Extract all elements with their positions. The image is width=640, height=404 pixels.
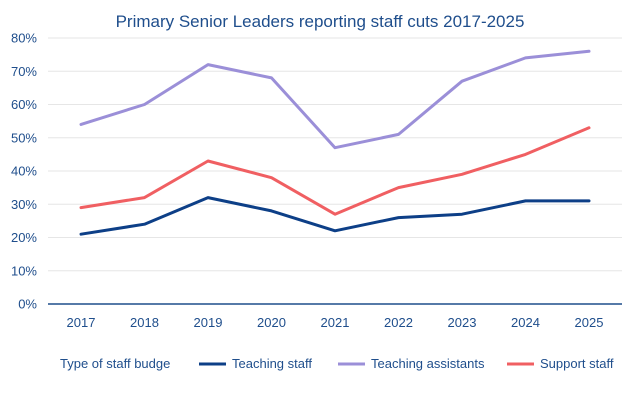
x-tick-label: 2021 bbox=[321, 315, 350, 330]
y-tick-label: 10% bbox=[11, 263, 37, 278]
x-tick-label: 2023 bbox=[448, 315, 477, 330]
x-tick-label: 2019 bbox=[194, 315, 223, 330]
series-line-support-staff bbox=[79, 126, 591, 216]
x-tick-label: 2018 bbox=[130, 315, 159, 330]
gridlines bbox=[48, 37, 622, 272]
axes: 0% 10% 20% 30% 40% 50% 60% 70% 80% 2017 2018 2019 20… bbox=[11, 31, 622, 330]
legend-title: Type of staff budge bbox=[60, 356, 170, 371]
legend-label-support-staff: Support staff bbox=[540, 356, 614, 371]
x-tick-label: 2017 bbox=[67, 315, 96, 330]
legend: Type of staff budge Teaching staff Teachi… bbox=[60, 356, 614, 371]
y-tick-label: 30% bbox=[11, 197, 37, 212]
x-tick-label: 2020 bbox=[257, 315, 286, 330]
x-tick-label: 2024 bbox=[511, 315, 540, 330]
y-tick-label: 0% bbox=[18, 297, 37, 312]
series-lines bbox=[79, 49, 591, 236]
y-tick-label: 60% bbox=[11, 97, 37, 112]
series-line-teaching-assistants bbox=[79, 49, 591, 150]
y-tick-label: 80% bbox=[11, 31, 37, 46]
y-tick-label: 50% bbox=[11, 130, 37, 145]
legend-label-teaching-staff: Teaching staff bbox=[232, 356, 312, 371]
x-tick-label: 2025 bbox=[575, 315, 604, 330]
series-line-teaching-staff bbox=[79, 196, 591, 236]
y-tick-label: 40% bbox=[11, 164, 37, 179]
chart-title: Primary Senior Leaders reporting staff c… bbox=[116, 12, 525, 31]
y-tick-label: 70% bbox=[11, 64, 37, 79]
x-tick-label: 2022 bbox=[384, 315, 413, 330]
y-tick-label: 20% bbox=[11, 230, 37, 245]
legend-label-teaching-assistants: Teaching assistants bbox=[371, 356, 485, 371]
